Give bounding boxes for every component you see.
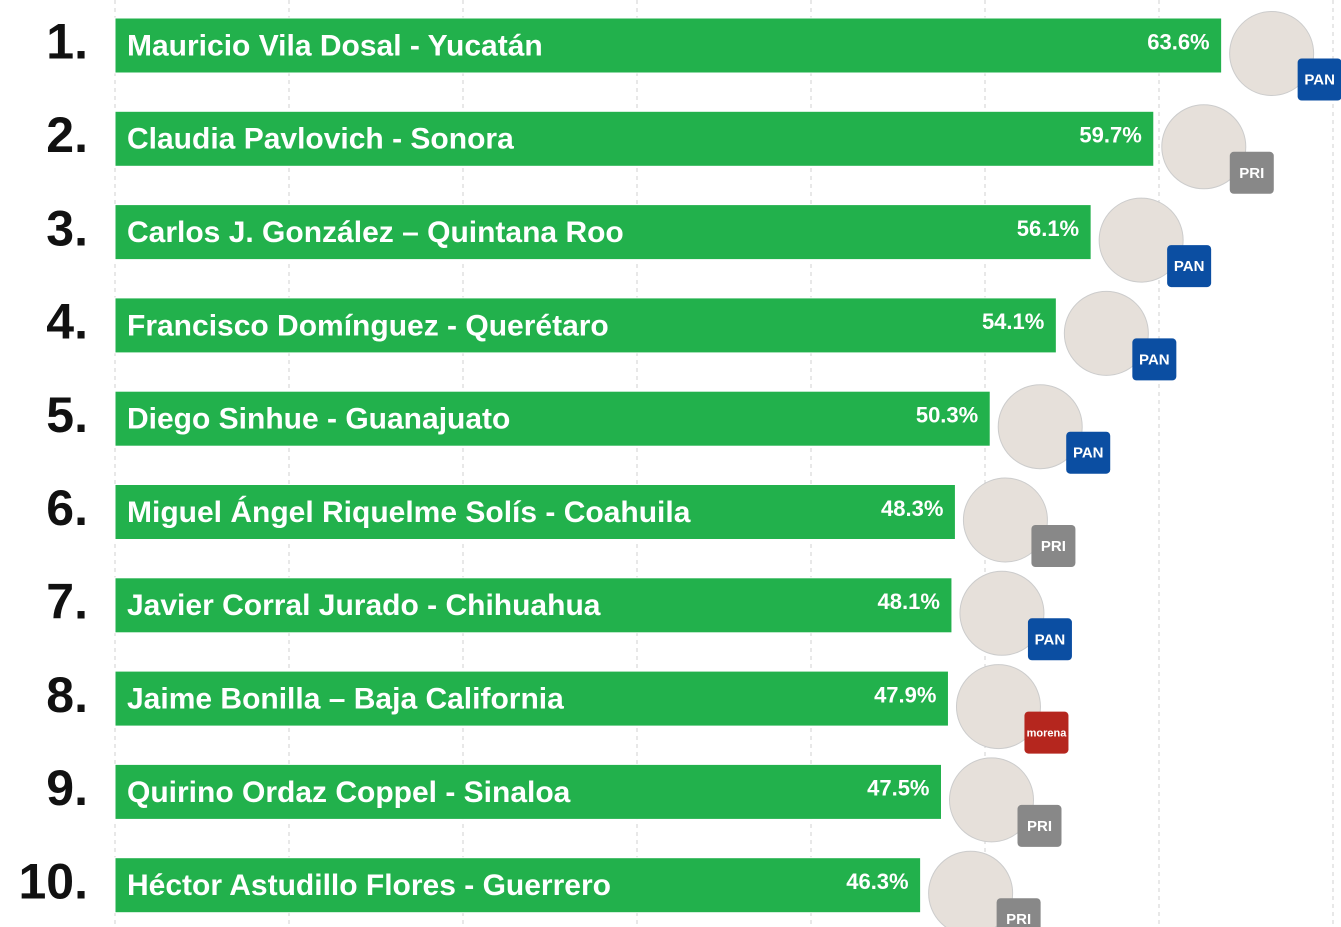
party-logo (1132, 338, 1177, 381)
value-label: 46.3% (846, 869, 908, 894)
bar-label: Claudia Pavlovich - Sonora (127, 123, 514, 156)
bar (114, 857, 922, 914)
rank: 3. (46, 200, 88, 256)
party-logo (1027, 618, 1072, 661)
value-label: 47.5% (867, 776, 929, 801)
party-logo (1297, 58, 1341, 101)
bar-label: Carlos J. González – Quintana Roo (127, 216, 624, 249)
bar (114, 297, 1057, 354)
photo (928, 850, 1014, 927)
party-logo (1031, 525, 1076, 567)
rank: 5. (46, 387, 88, 443)
bar (114, 390, 991, 447)
party-logo (1229, 151, 1274, 194)
bar (114, 204, 1092, 261)
rank: 7. (46, 574, 88, 630)
bar (114, 110, 1155, 167)
party-logo (1066, 431, 1111, 474)
party-name: PAN (1073, 445, 1104, 462)
party-name: PAN (1139, 351, 1170, 368)
photo (1161, 104, 1247, 190)
photo (949, 757, 1034, 843)
value-label: 59.7% (1079, 123, 1141, 148)
party-name: morena (1027, 728, 1068, 740)
bar (114, 484, 956, 540)
party-logo (1017, 804, 1062, 847)
value-label: 47.9% (874, 682, 936, 707)
value-label: 48.3% (881, 496, 943, 521)
photo (955, 664, 1041, 750)
party-logo (1024, 711, 1069, 754)
bar-label: Javier Corral Jurado - Chihuahua (127, 589, 601, 622)
party-name: PRI (1006, 911, 1031, 927)
bar-label: Mauricio Vila Dosal - Yucatán (127, 29, 543, 62)
rank: 2. (46, 107, 88, 163)
rank: 4. (46, 294, 88, 350)
bar-label: Miguel Ángel Riquelme Solís - Coahuila (127, 495, 691, 529)
value-label: 54.1% (982, 309, 1044, 334)
party-logo (1167, 245, 1212, 288)
bar-label: Héctor Astudillo Flores - Guerrero (127, 869, 611, 902)
photo (962, 477, 1048, 563)
photo (1063, 290, 1149, 376)
rank: 6. (46, 480, 88, 536)
bar-label: Jaime Bonilla – Baja California (127, 683, 564, 716)
bar-label: Quirino Ordaz Coppel - Sinaloa (127, 776, 571, 809)
bar (114, 17, 1223, 74)
party-name: PAN (1304, 71, 1335, 88)
rank: 9. (46, 760, 88, 816)
party-logo (996, 898, 1041, 927)
rank: 10. (18, 853, 88, 909)
bar-label: Francisco Domínguez - Querétaro (127, 309, 609, 342)
rank: 8. (46, 667, 88, 723)
party-name: PAN (1174, 258, 1205, 275)
party-name: PAN (1035, 631, 1066, 648)
party-name: PRI (1041, 538, 1066, 555)
bar (114, 763, 942, 820)
bar (114, 670, 949, 727)
value-label: 63.6% (1147, 29, 1209, 54)
value-label: 48.1% (878, 589, 940, 614)
rank: 1. (46, 14, 88, 70)
photo (1098, 197, 1184, 283)
party-name: PRI (1027, 818, 1052, 835)
photo (1229, 11, 1315, 96)
party-name: PRI (1239, 165, 1264, 182)
value-label: 56.1% (1017, 216, 1079, 241)
bar (114, 577, 953, 634)
value-label: 50.3% (916, 403, 978, 428)
bar-label: Diego Sinhue - Guanajuato (127, 403, 510, 436)
photo (959, 570, 1045, 656)
photo (997, 384, 1083, 470)
